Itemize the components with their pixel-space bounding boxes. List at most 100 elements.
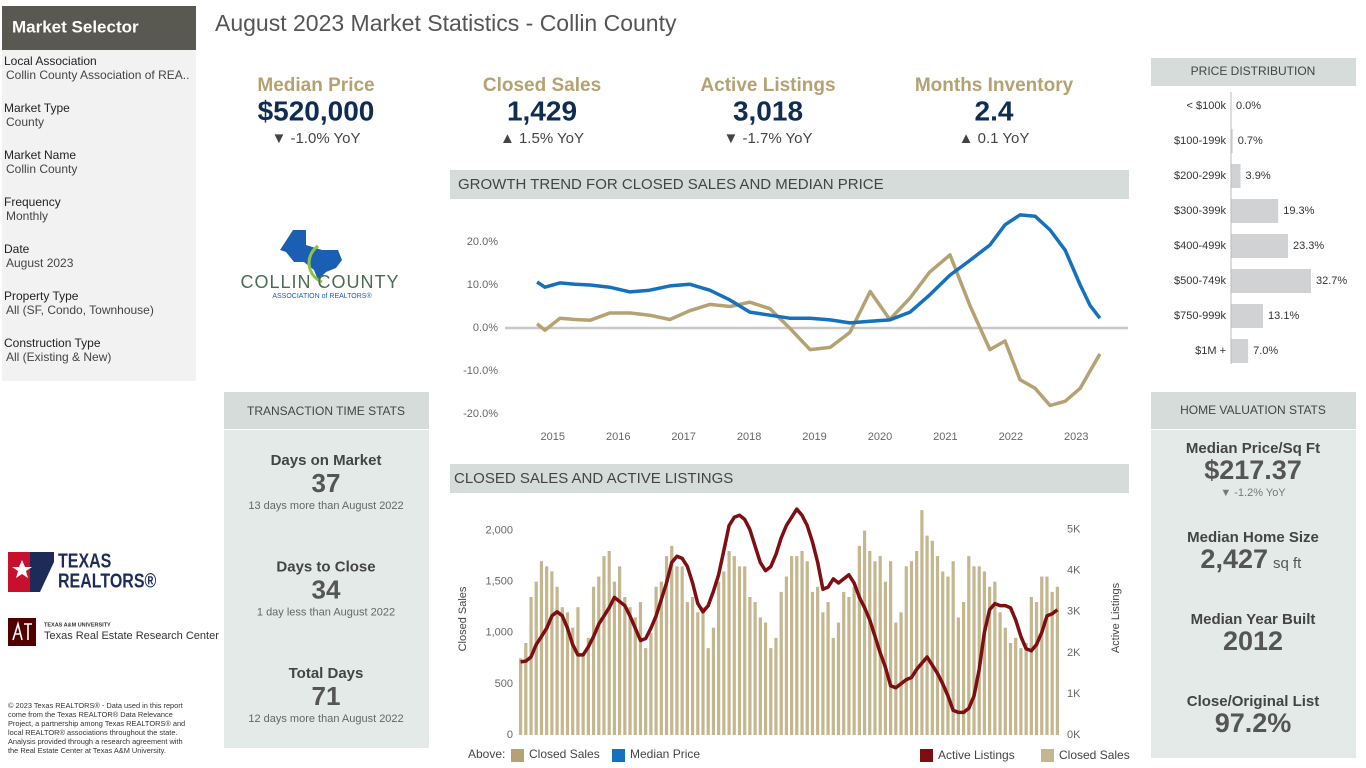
- bar: [784, 576, 788, 735]
- bar: [748, 597, 752, 735]
- bar: [972, 566, 976, 735]
- bar: [612, 581, 617, 735]
- value-label: 13.1%: [1268, 310, 1299, 322]
- kpi-change: ▼ -1.0% YoY: [271, 130, 360, 147]
- bar: [685, 602, 689, 735]
- x-tick-label: 2019: [802, 431, 826, 443]
- series-line: [535, 253, 1102, 408]
- category-label: < $100k: [1187, 100, 1227, 112]
- panel-header: [450, 464, 1129, 493]
- bar: [1034, 602, 1039, 735]
- y2-tick-label: 3K: [1067, 606, 1081, 618]
- y-tick-label: 10.0%: [467, 279, 498, 291]
- bar: [644, 648, 648, 735]
- bar: [967, 556, 971, 735]
- stat-note: 13 days more than August 2022: [248, 500, 403, 512]
- bar: [711, 627, 716, 735]
- bar: [607, 551, 611, 735]
- field-label: Construction Type: [4, 336, 101, 350]
- bar: [623, 597, 627, 735]
- bar: [930, 540, 934, 735]
- tamu-logo: [8, 618, 36, 646]
- series-line: [536, 213, 1102, 325]
- bar: [1231, 129, 1233, 153]
- bar: [873, 561, 877, 735]
- field-value: All (SF, Condo, Townhouse): [6, 303, 154, 317]
- sidebar-panel: [2, 50, 196, 381]
- bar: [722, 571, 726, 735]
- bar: [915, 551, 919, 735]
- bar: [670, 545, 674, 735]
- bar: [727, 551, 731, 735]
- bar: [1003, 627, 1007, 735]
- collin-logo: [280, 230, 342, 284]
- field-value: Collin County: [6, 162, 77, 176]
- bar: [1055, 586, 1059, 735]
- bar: [1040, 576, 1044, 735]
- bar: [862, 530, 867, 735]
- logo-text: TEXAS A&M UNIVERSITY: [44, 622, 111, 628]
- bar: [941, 571, 945, 735]
- bar: [717, 581, 721, 735]
- kpi-change: ▼ -1.7% YoY: [723, 130, 812, 147]
- bar: [758, 617, 762, 735]
- logo-star: [12, 560, 32, 578]
- field-value: Monthly: [6, 209, 48, 223]
- bar: [982, 571, 987, 735]
- value-label: 0.0%: [1236, 100, 1261, 112]
- bar: [732, 556, 736, 735]
- y2-tick-label: 5K: [1067, 524, 1081, 536]
- stat-value: 71: [312, 681, 341, 711]
- bar: [998, 612, 1002, 735]
- bar: [1019, 648, 1023, 735]
- bar: [1231, 234, 1289, 258]
- panel-title: TRANSACTION TIME STATS: [247, 404, 405, 418]
- y2-tick-label: 1K: [1067, 688, 1081, 700]
- category-label: $400-499k: [1174, 240, 1226, 252]
- stat-note: 12 days more than August 2022: [248, 713, 403, 725]
- y2-tick-label: 2K: [1067, 647, 1081, 659]
- y-tick-label: 1,500: [485, 576, 513, 588]
- stat-note: 1 day less than August 2022: [257, 606, 395, 618]
- bar: [977, 566, 981, 735]
- chart-title: PRICE DISTRIBUTION: [1191, 64, 1316, 78]
- logo-mark: [12, 621, 32, 641]
- stat-value: 37: [312, 468, 341, 498]
- kpi-label: Months Inventory: [915, 75, 1074, 96]
- value-label: 19.3%: [1283, 205, 1314, 217]
- logo-text: Texas Real Estate Research Center: [44, 630, 219, 642]
- legend-prefix: Above:: [468, 747, 505, 761]
- y2-axis-title: Active Listings: [1110, 582, 1122, 653]
- bar: [904, 566, 908, 735]
- sidebar-title: Market Selector: [12, 17, 139, 36]
- bar: [920, 510, 924, 735]
- field-label: Date: [4, 242, 30, 256]
- x-tick-label: 2015: [541, 431, 565, 443]
- bar: [1231, 269, 1311, 293]
- chart-title: GROWTH TREND FOR CLOSED SALES AND MEDIAN…: [458, 176, 884, 193]
- bar: [1024, 643, 1028, 735]
- bar: [816, 586, 820, 735]
- bar: [805, 561, 809, 735]
- bar: [545, 566, 549, 735]
- bar: [576, 607, 580, 735]
- bar: [534, 581, 538, 735]
- series-line: [520, 507, 1059, 715]
- bar: [1231, 199, 1279, 223]
- bar: [800, 551, 804, 735]
- category-label: $200-299k: [1174, 170, 1226, 182]
- bar: [899, 612, 903, 735]
- kpi-value: 1,429: [507, 95, 577, 126]
- bar: [842, 591, 846, 735]
- bar: [889, 561, 893, 735]
- bar: [993, 581, 997, 735]
- y-tick-label: 20.0%: [467, 236, 498, 248]
- footer-note: © 2023 Texas REALTORS® - Data used in th…: [8, 701, 186, 755]
- field-label: Frequency: [4, 195, 61, 209]
- bar: [649, 632, 653, 735]
- page-title: August 2023 Market Statistics - Collin C…: [215, 10, 677, 36]
- legend-swatch: [612, 749, 625, 762]
- bar: [779, 591, 783, 735]
- bar: [737, 566, 742, 735]
